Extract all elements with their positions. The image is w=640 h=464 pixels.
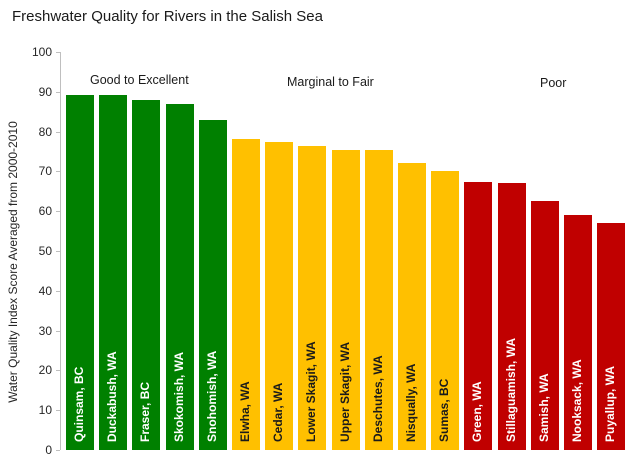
- y-tick-label: 10: [38, 403, 52, 418]
- y-tick-label: 30: [38, 323, 52, 338]
- bar: Elwha, WA: [232, 139, 260, 450]
- bar-label: Fraser, BC: [138, 381, 153, 442]
- bar-label: Samish, WA: [536, 373, 551, 442]
- bar-label: Snohomish, WA: [204, 350, 219, 442]
- y-tick-mark: [56, 52, 60, 53]
- bar: Duckabush, WA: [99, 94, 128, 450]
- bar-label: Puyallup, WA: [603, 365, 618, 442]
- bar: Green, WA: [464, 181, 493, 450]
- y-tick-label: 60: [38, 204, 52, 219]
- y-tick-mark: [56, 251, 60, 252]
- bar-label: Stillaguamish, WA: [503, 337, 518, 442]
- y-tick-mark: [56, 91, 60, 93]
- y-tick-mark: [56, 330, 60, 332]
- bar: Quinsam, BC: [66, 94, 94, 450]
- bar: Sumas, BC: [431, 170, 460, 450]
- y-tick-mark: [56, 171, 60, 173]
- y-tick-mark: [56, 410, 60, 412]
- bar-label: Lower Skagit, WA: [304, 341, 319, 442]
- y-tick-label: 20: [38, 363, 52, 378]
- bar-label: Elwha, WA: [238, 381, 252, 442]
- y-tick-mark: [56, 450, 60, 451]
- chart-title: Freshwater Quality for Rivers in the Sal…: [12, 8, 323, 25]
- y-tick-mark: [56, 370, 60, 372]
- bar: Puyallup, WA: [597, 223, 626, 450]
- y-tick-label: 40: [38, 283, 52, 298]
- y-tick-mark: [56, 131, 60, 133]
- y-tick-label: 0: [45, 443, 52, 457]
- bar: Deschutes, WA: [364, 149, 393, 450]
- y-tick-mark: [56, 290, 60, 292]
- bar: Fraser, BC: [132, 99, 161, 450]
- bar-label: Upper Skagit, WA: [337, 341, 352, 442]
- bar-label: Green, WA: [470, 381, 485, 442]
- y-axis-line: [60, 52, 61, 450]
- bar: Nisqually, WA: [398, 162, 426, 450]
- bar-label: Skokomish, WA: [171, 351, 186, 442]
- bar: Samish, WA: [530, 200, 559, 450]
- category-label: Good to Excellent: [90, 73, 189, 87]
- category-label: Poor: [540, 76, 567, 90]
- bar: Upper Skagit, WA: [331, 149, 360, 450]
- bar: Skokomish, WA: [165, 103, 194, 450]
- bar: Lower Skagit, WA: [298, 146, 327, 450]
- bar-label: Duckabush, WA: [105, 351, 120, 442]
- bar: Stillaguamish, WA: [497, 183, 526, 450]
- y-tick-label: 50: [38, 244, 52, 258]
- bar: Snohomish, WA: [198, 120, 227, 450]
- category-label: Marginal to Fair: [287, 75, 374, 89]
- y-tick-label: 70: [38, 164, 52, 179]
- y-tick-label: 90: [38, 84, 52, 99]
- bar-label: Nooksack, WA: [570, 359, 584, 442]
- bar: Cedar, WA: [265, 141, 294, 450]
- bar-label: Nisqually, WA: [404, 363, 418, 442]
- y-tick-mark: [56, 211, 60, 213]
- y-tick-label: 80: [38, 124, 52, 139]
- bar-label: Cedar, WA: [271, 382, 286, 442]
- bar-label: Deschutes, WA: [370, 355, 385, 442]
- bar: Nooksack, WA: [564, 214, 592, 450]
- bar-label: Quinsam, BC: [72, 366, 86, 442]
- bar-label: Sumas, BC: [437, 378, 452, 442]
- y-tick-label: 100: [31, 45, 52, 59]
